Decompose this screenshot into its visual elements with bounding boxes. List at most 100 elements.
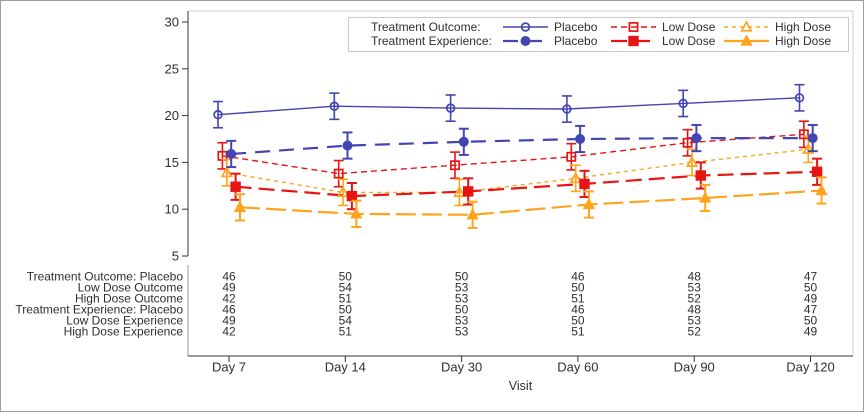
legend-label-placebo-outcome: Placebo: [554, 20, 598, 34]
table-value: 42: [222, 325, 236, 339]
table-value: 53: [455, 314, 469, 328]
marker-low-dose-experience: [346, 190, 358, 202]
marker-high-dose-outcome: [685, 155, 699, 167]
series-points-placebo-experience: [226, 123, 818, 169]
x-tick-label: Day 30: [441, 360, 482, 375]
y-tick-label: 10: [165, 202, 179, 217]
x-tick-label: Day 60: [557, 360, 598, 375]
marker-low-dose-experience: [695, 170, 707, 181]
legend: Treatment Outcome: Placebo Low Dose High…: [348, 17, 849, 52]
legend-line-sample-high-dose-experience-icon: [724, 35, 769, 46]
plot-frame: [188, 10, 854, 356]
legend-line-sample-placebo-experience-icon: [503, 35, 548, 47]
table-value: 46: [571, 303, 585, 317]
table-value: 42: [222, 292, 236, 306]
table-value: 54: [339, 314, 353, 328]
table-value: 50: [571, 314, 585, 328]
marker-low-dose-experience: [628, 35, 639, 47]
legend-entry-high-dose-outcome: High Dose: [724, 20, 844, 34]
marker-high-dose-outcome: [220, 165, 233, 178]
table-value: 50: [339, 270, 353, 284]
legend-row-experience: Treatment Experience: Placebo Low Dose H…: [371, 34, 844, 48]
marker-placebo-outcome: [329, 101, 340, 111]
table-value: 51: [571, 325, 585, 339]
legend-entry-placebo-outcome: Placebo: [503, 20, 611, 34]
marker-placebo-experience: [691, 133, 702, 144]
x-axis-title: Visit: [509, 379, 533, 393]
marker-high-dose-outcome: [453, 185, 466, 197]
marker-placebo-outcome: [213, 109, 223, 120]
series-line-placebo-outcome: [217, 97, 800, 116]
x-tick-label: Day 14: [325, 360, 366, 375]
legend-label-high-dose-outcome: High Dose: [775, 20, 832, 34]
table-value: 50: [804, 314, 818, 328]
x-tick-label: Day 120: [786, 360, 834, 375]
legend-label-high-dose-experience: High Dose: [775, 34, 832, 48]
marker-low-dose-outcome: [628, 22, 639, 32]
series-line-placebo-experience: [231, 137, 813, 156]
legend-line-sample-high-dose-outcome-icon: [724, 21, 769, 32]
marker-placebo-experience: [575, 134, 586, 145]
legend-label-low-dose-outcome: Low Dose: [662, 20, 716, 34]
table-value: 53: [455, 281, 469, 295]
y-tick-label: 25: [165, 61, 179, 76]
table-row-label: Low Dose Outcome: [78, 281, 184, 295]
table-value: 50: [804, 281, 818, 295]
y-tick-label: 5: [172, 249, 179, 264]
table-value: 53: [455, 325, 469, 339]
table-value: 49: [804, 292, 818, 306]
x-tick-label: Day 90: [674, 360, 715, 375]
marker-placebo-experience: [226, 148, 237, 159]
series-line-high-dose-experience: [239, 189, 822, 216]
y-tick-label: 15: [165, 155, 179, 170]
marker-high-dose-experience: [466, 208, 479, 220]
table-value: 53: [455, 292, 469, 306]
table-value: 51: [339, 292, 353, 306]
legend-entry-placebo-experience: Placebo: [503, 34, 611, 48]
x-tick-label: Day 7: [212, 360, 246, 375]
table-value: 48: [688, 303, 702, 317]
series-points-high-dose-outcome: [220, 135, 815, 207]
marker-placebo-outcome: [678, 98, 688, 109]
marker-low-dose-outcome: [682, 137, 693, 148]
marker-high-dose-experience: [233, 200, 247, 212]
legend-line-sample-low-dose-outcome-icon: [611, 22, 656, 32]
table-value: 50: [339, 303, 353, 317]
series-points-placebo-outcome: [213, 83, 805, 129]
marker-low-dose-experience: [463, 186, 474, 197]
table-value: 49: [222, 281, 236, 295]
marker-placebo-outcome: [445, 103, 456, 113]
table-value: 48: [688, 270, 702, 284]
table-value: 46: [222, 270, 236, 284]
marker-high-dose-experience: [582, 197, 596, 210]
marker-high-dose-outcome: [740, 21, 753, 32]
legend-entry-low-dose-outcome: Low Dose: [611, 20, 724, 34]
marker-high-dose-experience: [350, 207, 363, 219]
marker-placebo-outcome: [520, 22, 531, 32]
marker-high-dose-outcome: [336, 185, 350, 197]
legend-label-low-dose-experience: Low Dose: [662, 34, 716, 48]
marker-placebo-outcome: [562, 104, 572, 114]
table-row-label: Low Dose Experience: [66, 314, 183, 328]
series-line-low-dose-experience: [235, 170, 818, 198]
table-row-label: High Dose Outcome: [75, 292, 183, 306]
marker-placebo-experience: [458, 136, 469, 147]
marker-low-dose-experience: [230, 181, 241, 192]
table-row-label: Treatment Experience: Placebo: [15, 303, 183, 317]
marker-low-dose-outcome: [333, 168, 344, 179]
y-tick-label: 20: [165, 108, 179, 123]
marker-high-dose-experience: [740, 35, 753, 46]
legend-group-title-outcome: Treatment Outcome:: [371, 20, 481, 34]
marker-low-dose-outcome: [798, 129, 809, 140]
table-value: 46: [571, 270, 585, 284]
table-value: 51: [571, 292, 585, 306]
table-value: 47: [804, 303, 818, 317]
legend-line-sample-low-dose-experience-icon: [611, 35, 656, 47]
marker-low-dose-experience: [579, 178, 590, 190]
table-value: 47: [804, 270, 818, 284]
table-value: 49: [222, 314, 236, 328]
marker-low-dose-experience: [811, 166, 823, 177]
marker-high-dose-outcome: [802, 142, 815, 154]
table-value: 51: [339, 325, 353, 339]
table-row-label: Treatment Outcome: Placebo: [27, 270, 184, 284]
